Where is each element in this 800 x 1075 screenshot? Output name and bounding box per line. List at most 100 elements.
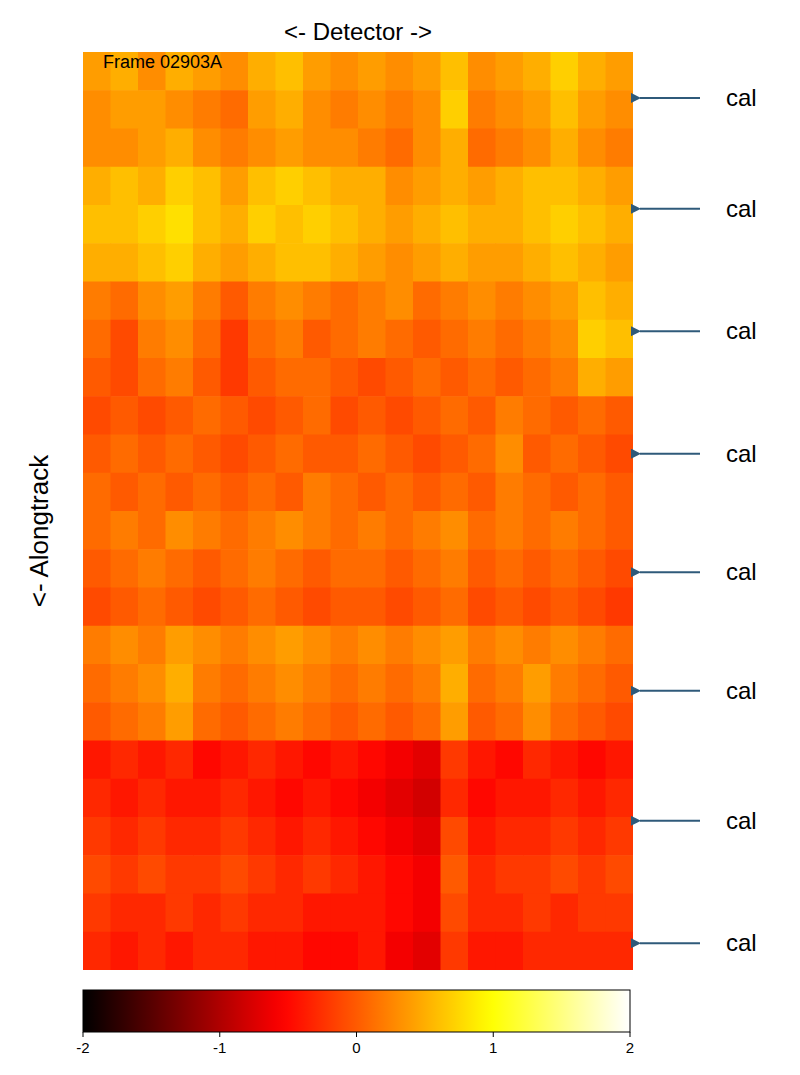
heatmap-cell bbox=[386, 435, 414, 474]
heatmap-cell bbox=[441, 435, 469, 474]
heatmap-cell bbox=[468, 664, 496, 703]
heatmap-cell bbox=[386, 702, 414, 741]
cal-label: cal bbox=[726, 84, 757, 111]
heatmap-cell bbox=[221, 243, 249, 282]
heatmap-cell bbox=[138, 817, 166, 856]
heatmap-cell bbox=[358, 664, 386, 703]
heatmap-cell bbox=[523, 320, 551, 359]
cal-label: cal bbox=[726, 807, 757, 834]
heatmap-cell bbox=[248, 167, 276, 206]
heatmap-cell bbox=[166, 282, 194, 321]
heatmap-cell bbox=[578, 549, 606, 588]
colorbar bbox=[83, 990, 630, 1032]
heatmap-cell bbox=[111, 320, 139, 359]
heatmap-cell bbox=[193, 243, 221, 282]
heatmap-cell bbox=[358, 243, 386, 282]
heatmap-cell bbox=[578, 855, 606, 894]
heatmap-cell bbox=[523, 855, 551, 894]
heatmap-cell bbox=[138, 664, 166, 703]
heatmap-cell bbox=[578, 90, 606, 129]
heatmap-cell bbox=[221, 549, 249, 588]
heatmap-cell bbox=[496, 243, 524, 282]
heatmap-cell bbox=[83, 205, 111, 244]
heatmap-cell bbox=[83, 243, 111, 282]
heatmap-cell bbox=[221, 435, 249, 474]
heatmap-cell bbox=[331, 473, 359, 512]
heatmap-cell bbox=[441, 129, 469, 168]
heatmap-cell bbox=[111, 664, 139, 703]
heatmap-cell bbox=[331, 549, 359, 588]
heatmap-cell bbox=[523, 702, 551, 741]
heatmap-cell bbox=[83, 90, 111, 129]
heatmap-cell bbox=[166, 167, 194, 206]
heatmap-cell bbox=[83, 129, 111, 168]
cal-arrow bbox=[640, 330, 700, 332]
heatmap-cell bbox=[386, 205, 414, 244]
heatmap-cell bbox=[83, 473, 111, 512]
heatmap-cell bbox=[193, 779, 221, 818]
heatmap-cell bbox=[193, 932, 221, 970]
heatmap-cell bbox=[83, 588, 111, 627]
heatmap-cell bbox=[468, 549, 496, 588]
heatmap-cell bbox=[523, 396, 551, 435]
title: <- Detector -> bbox=[284, 18, 432, 45]
heatmap-cell bbox=[248, 205, 276, 244]
heatmap-cell bbox=[523, 205, 551, 244]
heatmap-cell bbox=[551, 779, 579, 818]
heatmap-cell bbox=[523, 358, 551, 397]
heatmap-cell bbox=[138, 855, 166, 894]
heatmap-cell bbox=[413, 626, 441, 665]
heatmap-cell bbox=[193, 90, 221, 129]
heatmap-cell bbox=[606, 90, 634, 129]
heatmap-cell bbox=[83, 396, 111, 435]
colorbar-tick-label: -1 bbox=[213, 1039, 226, 1056]
heatmap-cell bbox=[83, 932, 111, 970]
heatmap-cell bbox=[248, 473, 276, 512]
heatmap-cell bbox=[303, 205, 331, 244]
heatmap-cell bbox=[496, 511, 524, 550]
heatmap-cell bbox=[386, 741, 414, 780]
heatmap-cell bbox=[441, 932, 469, 970]
heatmap-cell bbox=[413, 167, 441, 206]
heatmap-cell bbox=[606, 511, 634, 550]
heatmap-cell bbox=[111, 932, 139, 970]
heatmap-cell bbox=[193, 549, 221, 588]
heatmap-cell bbox=[496, 396, 524, 435]
heatmap-cell bbox=[276, 90, 304, 129]
heatmap-cell bbox=[523, 588, 551, 627]
heatmap-cell bbox=[193, 626, 221, 665]
heatmap-cell bbox=[138, 282, 166, 321]
colorbar-tick bbox=[356, 1032, 357, 1037]
heatmap-cell bbox=[138, 243, 166, 282]
heatmap-cell bbox=[496, 320, 524, 359]
heatmap-cell bbox=[358, 511, 386, 550]
heatmap-cell bbox=[441, 243, 469, 282]
heatmap-cell bbox=[248, 282, 276, 321]
heatmap-cell bbox=[578, 626, 606, 665]
heatmap-cell bbox=[358, 588, 386, 627]
heatmap-cell bbox=[248, 129, 276, 168]
heatmap-cell bbox=[83, 435, 111, 474]
heatmap-cell bbox=[303, 779, 331, 818]
cal-label: cal bbox=[726, 317, 757, 344]
heatmap-cell bbox=[276, 741, 304, 780]
heatmap-cell bbox=[221, 129, 249, 168]
heatmap-cell bbox=[578, 52, 606, 91]
heatmap-cell bbox=[413, 205, 441, 244]
heatmap-cell bbox=[358, 855, 386, 894]
heatmap-cell bbox=[468, 320, 496, 359]
heatmap-cell bbox=[248, 320, 276, 359]
heatmap-cell bbox=[551, 511, 579, 550]
heatmap-cell bbox=[166, 817, 194, 856]
heatmap-cell bbox=[166, 588, 194, 627]
heatmap-cell bbox=[578, 396, 606, 435]
heatmap-cell bbox=[221, 358, 249, 397]
heatmap-cell bbox=[468, 435, 496, 474]
heatmap-cell bbox=[83, 358, 111, 397]
heatmap-cell bbox=[441, 549, 469, 588]
heatmap-cell bbox=[413, 741, 441, 780]
heatmap-cell bbox=[496, 435, 524, 474]
heatmap-cell bbox=[83, 702, 111, 741]
heatmap-cell bbox=[358, 396, 386, 435]
heatmap-cell bbox=[166, 90, 194, 129]
